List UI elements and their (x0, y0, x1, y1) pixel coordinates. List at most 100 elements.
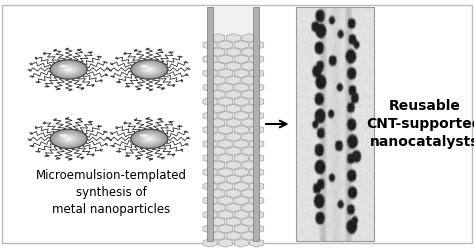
Polygon shape (211, 203, 225, 212)
Polygon shape (250, 83, 264, 92)
Polygon shape (203, 210, 217, 219)
Polygon shape (219, 140, 233, 148)
Polygon shape (211, 62, 225, 70)
Polygon shape (203, 83, 217, 92)
Polygon shape (250, 239, 264, 247)
Polygon shape (203, 168, 217, 177)
Polygon shape (234, 182, 248, 191)
Polygon shape (234, 111, 248, 120)
Polygon shape (203, 69, 217, 78)
Polygon shape (203, 154, 217, 162)
Polygon shape (211, 76, 225, 85)
Polygon shape (234, 224, 248, 233)
Polygon shape (250, 224, 264, 233)
Circle shape (133, 130, 166, 148)
Circle shape (55, 62, 83, 77)
Text: Reusable
CNT-supported
nanocatalysts: Reusable CNT-supported nanocatalysts (366, 99, 474, 149)
Circle shape (64, 137, 73, 141)
Polygon shape (203, 239, 217, 247)
Polygon shape (242, 161, 256, 169)
Polygon shape (219, 55, 233, 63)
Circle shape (64, 67, 73, 72)
Circle shape (52, 61, 85, 78)
Polygon shape (242, 48, 256, 56)
Polygon shape (211, 175, 225, 184)
Polygon shape (242, 34, 256, 42)
Polygon shape (242, 189, 256, 198)
Circle shape (55, 131, 83, 146)
Polygon shape (211, 104, 225, 113)
Polygon shape (211, 90, 225, 99)
Polygon shape (203, 55, 217, 63)
Circle shape (139, 64, 160, 75)
Bar (296, 7, 374, 241)
Polygon shape (211, 232, 225, 240)
Polygon shape (211, 48, 225, 56)
Polygon shape (234, 154, 248, 162)
Bar (207, 7, 213, 241)
Circle shape (52, 130, 85, 148)
Circle shape (141, 135, 157, 143)
Polygon shape (242, 90, 256, 99)
Polygon shape (227, 161, 240, 169)
Bar (213, 7, 253, 241)
Ellipse shape (140, 65, 148, 68)
Polygon shape (242, 147, 256, 155)
Polygon shape (203, 125, 217, 134)
Polygon shape (211, 147, 225, 155)
Polygon shape (250, 111, 264, 120)
Polygon shape (242, 232, 256, 240)
Polygon shape (234, 97, 248, 106)
Polygon shape (250, 168, 264, 177)
Polygon shape (242, 119, 256, 127)
Polygon shape (227, 217, 240, 226)
Circle shape (50, 129, 87, 149)
Polygon shape (203, 196, 217, 205)
Polygon shape (242, 133, 256, 141)
Circle shape (131, 60, 168, 79)
Polygon shape (234, 196, 248, 205)
Polygon shape (211, 133, 225, 141)
Polygon shape (227, 175, 240, 184)
Circle shape (67, 138, 71, 140)
Circle shape (67, 68, 71, 70)
Circle shape (135, 131, 164, 146)
Ellipse shape (140, 134, 148, 137)
Polygon shape (250, 154, 264, 162)
Ellipse shape (59, 134, 67, 137)
Polygon shape (234, 55, 248, 63)
Circle shape (147, 68, 151, 70)
Circle shape (139, 133, 160, 144)
Circle shape (131, 129, 168, 149)
Polygon shape (211, 217, 225, 226)
Polygon shape (242, 62, 256, 70)
Circle shape (63, 136, 75, 142)
Circle shape (56, 63, 81, 76)
Polygon shape (203, 140, 217, 148)
Polygon shape (234, 140, 248, 148)
Polygon shape (203, 111, 217, 120)
Polygon shape (250, 69, 264, 78)
Polygon shape (203, 182, 217, 191)
Circle shape (61, 65, 77, 74)
Polygon shape (250, 41, 264, 49)
Polygon shape (234, 83, 248, 92)
Circle shape (143, 66, 155, 73)
Polygon shape (227, 203, 240, 212)
Circle shape (133, 61, 166, 78)
Circle shape (58, 133, 79, 144)
Ellipse shape (59, 65, 67, 68)
Polygon shape (227, 232, 240, 240)
Polygon shape (242, 175, 256, 184)
Polygon shape (234, 239, 248, 247)
Polygon shape (219, 154, 233, 162)
Polygon shape (242, 104, 256, 113)
Polygon shape (219, 196, 233, 205)
Polygon shape (219, 97, 233, 106)
Circle shape (61, 135, 77, 143)
Polygon shape (250, 97, 264, 106)
Polygon shape (250, 210, 264, 219)
Polygon shape (234, 41, 248, 49)
Circle shape (147, 138, 151, 140)
Text: Microemulsion-templated
synthesis of
metal nanoparticles: Microemulsion-templated synthesis of met… (36, 169, 187, 216)
